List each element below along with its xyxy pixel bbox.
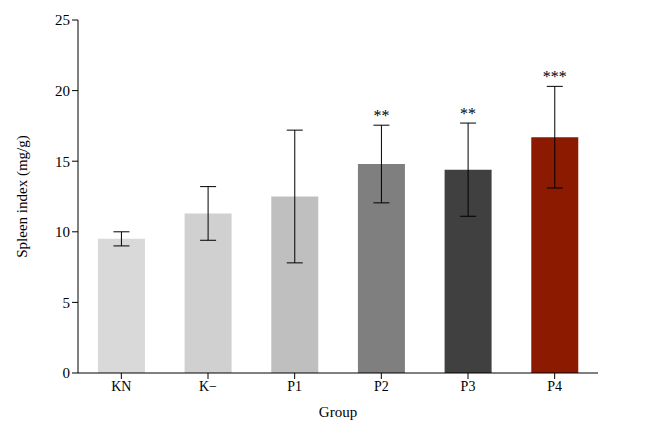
svg-text:P2: P2 — [374, 379, 389, 394]
svg-text:25: 25 — [55, 12, 70, 28]
svg-text:***: *** — [543, 68, 567, 85]
svg-text:0: 0 — [63, 365, 71, 381]
svg-text:KN: KN — [111, 379, 131, 394]
svg-text:**: ** — [460, 105, 476, 122]
svg-text:15: 15 — [55, 154, 70, 170]
svg-text:K−: K− — [199, 379, 217, 394]
svg-text:5: 5 — [63, 295, 71, 311]
svg-text:Spleen index (mg/g): Spleen index (mg/g) — [14, 135, 31, 257]
svg-text:10: 10 — [55, 224, 70, 240]
svg-text:**: ** — [373, 107, 389, 124]
svg-text:Group: Group — [319, 404, 357, 420]
svg-text:P3: P3 — [461, 379, 476, 394]
svg-text:P1: P1 — [287, 379, 302, 394]
svg-text:20: 20 — [55, 83, 70, 99]
svg-text:P4: P4 — [547, 379, 562, 394]
